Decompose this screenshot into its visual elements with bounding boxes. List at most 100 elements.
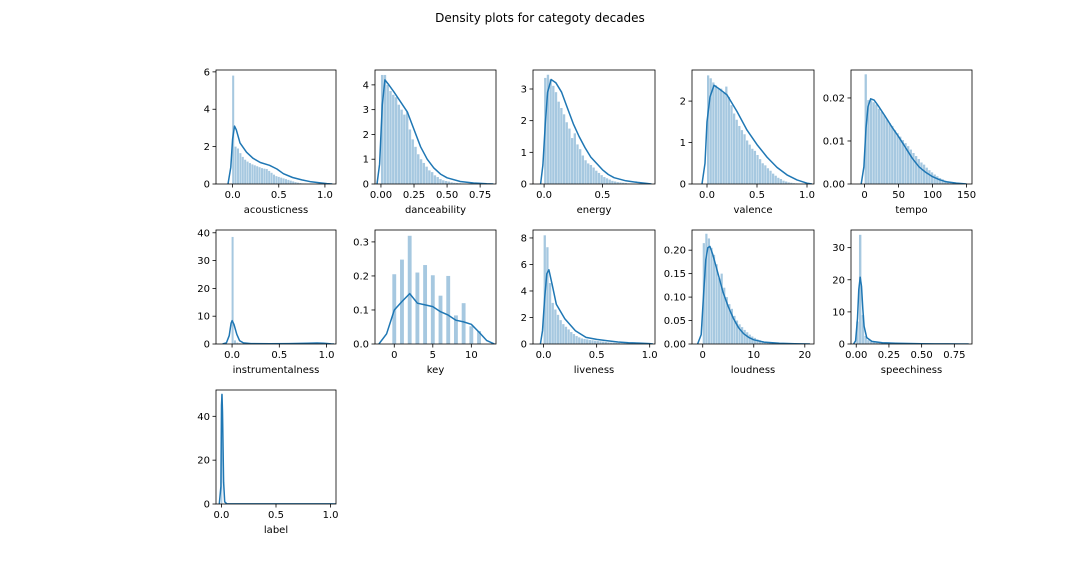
histogram-bar	[438, 295, 443, 344]
histogram-bar	[712, 254, 716, 344]
y-tick-label: 0	[204, 340, 210, 351]
histogram-bar	[256, 166, 259, 184]
x-tick-label: 20	[798, 350, 811, 361]
subplot-tempo: 0 50 100 150 0.00 0.01 0.02 tempo	[823, 69, 976, 216]
histogram-bar	[928, 170, 931, 184]
histogram-bar	[453, 315, 458, 344]
histogram-bar	[748, 334, 751, 344]
plot-area	[860, 74, 967, 184]
histogram-bar	[777, 177, 780, 184]
axes-frame	[850, 69, 973, 185]
histogram-bar	[296, 182, 300, 184]
axes-frame	[850, 229, 973, 345]
histogram-bar	[405, 112, 409, 184]
histogram-bar	[414, 146, 417, 184]
histogram-bar	[714, 85, 718, 184]
x-tick-label: 150	[957, 190, 976, 201]
histogram-bar	[743, 329, 746, 344]
histogram-bar	[867, 340, 870, 344]
histogram-bar	[792, 183, 796, 184]
axes-frame	[691, 69, 815, 185]
histogram-bar	[738, 125, 741, 184]
histogram-bar	[725, 297, 728, 344]
x-tick-label: 0.25	[878, 350, 900, 361]
histogram-bar	[858, 234, 862, 344]
histogram-bar	[885, 119, 889, 184]
histogram-bar	[246, 161, 249, 184]
x-tick-label: 0.5	[595, 190, 611, 201]
histogram-bar	[869, 100, 873, 184]
histogram-bar	[888, 122, 891, 184]
histogram-bar	[861, 315, 865, 344]
histogram-bar	[587, 163, 590, 184]
subplot-key: 0 5 10 0.0 0.1 0.2 0.3 key	[353, 229, 497, 376]
histogram-bar	[741, 327, 744, 344]
histogram-bar	[759, 159, 762, 184]
histogram-bar	[891, 125, 894, 184]
histogram-bar	[609, 342, 613, 344]
histogram-bar	[233, 340, 236, 344]
histogram-bar	[624, 183, 627, 184]
histogram-bar	[605, 178, 609, 184]
histogram-bar	[386, 84, 389, 184]
histogram-bar	[720, 88, 723, 184]
histogram-bar	[248, 163, 252, 184]
histogram-bar	[433, 175, 437, 184]
x-tick-label: 10	[465, 350, 478, 361]
histogram-bar	[619, 182, 622, 184]
histogram-bar	[573, 133, 576, 184]
histogram-bar	[872, 342, 876, 344]
histogram-bar	[917, 159, 920, 184]
histogram-bar	[580, 338, 584, 344]
histogram-bar	[875, 342, 878, 344]
histogram-bar	[779, 179, 783, 184]
histogram-bar	[284, 179, 288, 184]
histogram-bar	[725, 86, 728, 184]
x-axis-label: tempo	[895, 205, 927, 216]
y-tick-label: 0.02	[823, 93, 845, 104]
histogram-bar	[600, 175, 603, 184]
histogram-bar	[782, 180, 785, 184]
histogram-bar	[740, 130, 744, 184]
histogram-bar	[394, 97, 398, 184]
histogram-bar	[878, 342, 881, 344]
histogram-bar	[941, 179, 944, 184]
histogram-bar	[556, 314, 560, 344]
histogram-bar	[707, 238, 711, 344]
histogram-bar	[589, 165, 593, 184]
histogram-bar	[461, 303, 466, 344]
histogram-bar	[621, 182, 625, 184]
plot-area	[227, 75, 333, 184]
histogram-bar	[949, 182, 952, 184]
x-axis-label: energy	[577, 205, 612, 216]
histogram-bar	[455, 183, 459, 184]
histogram-bar	[552, 85, 555, 184]
x-tick-label: 1.0	[642, 350, 658, 361]
y-tick-label: 0.1	[353, 305, 369, 316]
y-tick-label: 0	[204, 180, 210, 191]
histogram-bar	[743, 134, 746, 184]
histogram-bar	[280, 177, 283, 184]
y-tick-label: 10	[832, 307, 845, 318]
axes-frame	[215, 69, 337, 185]
kde-line	[539, 78, 652, 184]
histogram-bar	[591, 340, 594, 344]
histogram-bar	[275, 176, 278, 184]
histogram-bar	[709, 78, 712, 184]
histogram-bar	[400, 109, 403, 184]
histogram-bar	[232, 75, 235, 184]
histogram-bar	[761, 341, 764, 344]
kde-line	[860, 98, 967, 184]
histogram-bar	[595, 170, 598, 184]
histogram-bar	[554, 92, 558, 184]
kde-line	[539, 269, 653, 344]
histogram-bar	[914, 156, 918, 184]
histogram-bar	[594, 340, 597, 344]
histogram-bar	[705, 233, 708, 344]
y-tick-label: 0	[521, 340, 527, 351]
y-tick-label: 4	[521, 286, 527, 297]
histogram-bar	[723, 287, 726, 344]
histogram-bar	[753, 150, 757, 184]
y-tick-label: 2	[521, 116, 527, 127]
